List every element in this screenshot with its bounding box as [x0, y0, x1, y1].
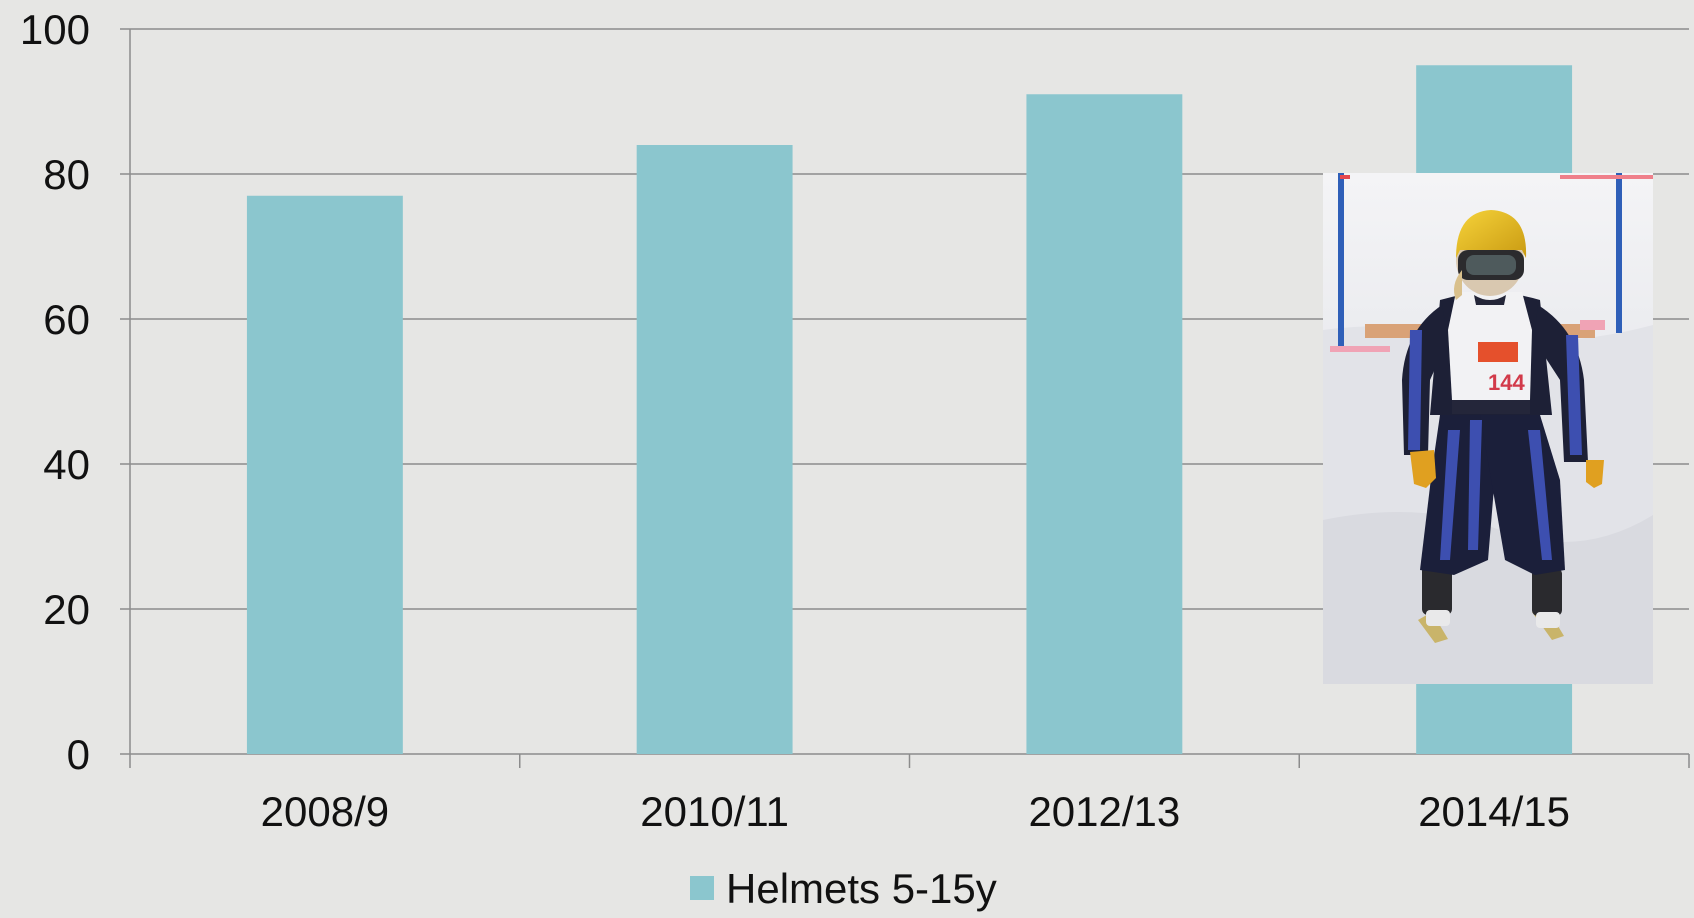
y-tick-label-20: 20	[43, 586, 90, 633]
y-tick-label-60: 60	[43, 296, 90, 343]
legend: Helmets 5-15y	[690, 865, 997, 912]
bar-2010-11	[636, 145, 793, 754]
y-tick-label-80: 80	[43, 151, 90, 198]
x-tick-label-2012-13: 2012/13	[1028, 788, 1180, 835]
bar-2008-9	[246, 195, 403, 754]
x-tick-label-2014-15: 2014/15	[1418, 788, 1570, 835]
x-tick-label-2010-11: 2010/11	[640, 788, 789, 835]
legend-label: Helmets 5-15y	[726, 865, 997, 912]
y-axis-tick-labels: 0 20 40 60 80 100	[20, 6, 90, 778]
y-tick-label-0: 0	[67, 731, 90, 778]
y-tick-label-100: 100	[20, 6, 90, 53]
y-tick-label-40: 40	[43, 441, 90, 488]
x-axis-tick-labels: 2008/9 2010/11 2012/13 2014/15	[261, 788, 1570, 835]
svg-text:144: 144	[1488, 370, 1525, 395]
x-tick-label-2008-9: 2008/9	[261, 788, 389, 835]
child-skier-photo: 144	[1323, 173, 1653, 684]
legend-swatch	[690, 876, 714, 900]
bar-2012-13	[1026, 94, 1183, 754]
